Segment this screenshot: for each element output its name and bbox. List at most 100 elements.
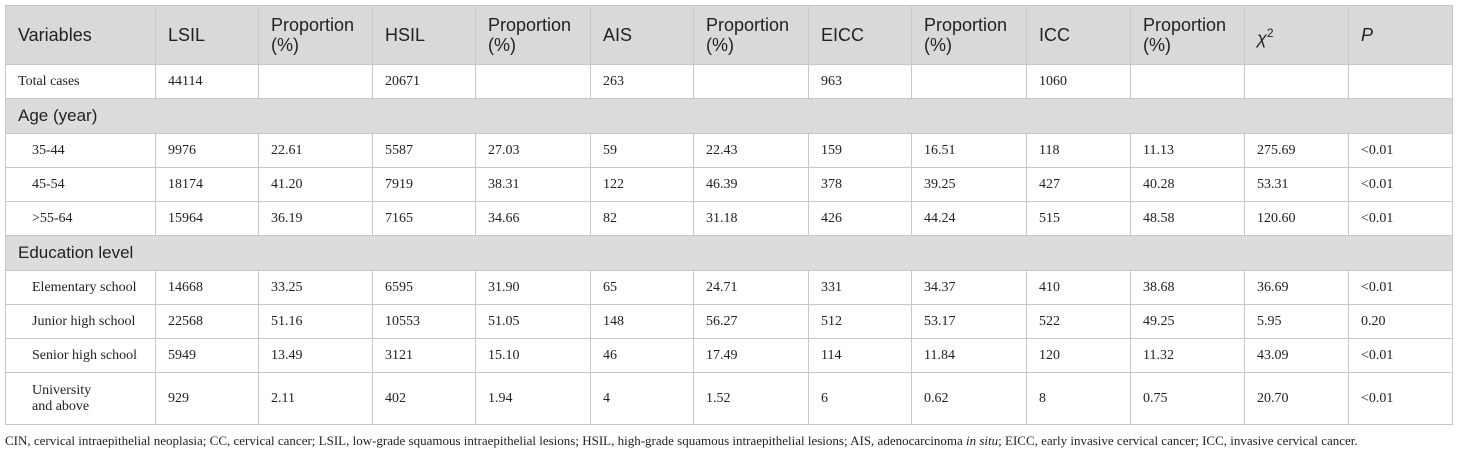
- table-row: Elementary school 14668 33.25 6595 31.90 65 24…: [5, 270, 1453, 305]
- cell-text: 0.75: [1143, 390, 1168, 406]
- cell-text: 51.16: [271, 313, 303, 329]
- table-cell: 16.51: [911, 133, 1027, 168]
- header-text: P: [1361, 25, 1374, 45]
- cell-text: 275.69: [1257, 142, 1296, 158]
- table-cell: 31.18: [693, 201, 809, 236]
- table-cell: 148: [590, 304, 694, 339]
- table-cell: 14668: [155, 270, 259, 305]
- table-row: Junior high school 22568 51.16 10553 51.05 14…: [5, 304, 1453, 339]
- header-symbol: χ: [1257, 27, 1267, 48]
- cell-text: 35-44: [32, 142, 65, 158]
- header-text: AIS: [603, 25, 633, 45]
- table-cell: <0.01: [1348, 201, 1453, 236]
- cell-text: 48.58: [1143, 210, 1175, 226]
- table-cell: Junior high school: [5, 304, 156, 339]
- cell-text: 122: [603, 176, 624, 192]
- table-cell: 17.49: [693, 338, 809, 373]
- cell-text: Elementary school: [32, 279, 137, 295]
- cell-text: 148: [603, 313, 624, 329]
- table-cell: 402: [372, 372, 476, 425]
- table-cell: <0.01: [1348, 167, 1453, 202]
- cell-text: 44114: [168, 73, 203, 89]
- table-cell: 11.13: [1130, 133, 1245, 168]
- cell-text: 51.05: [488, 313, 520, 329]
- table-cell: 929: [155, 372, 259, 425]
- section-cell: Age (year): [5, 98, 1453, 134]
- footnote: CIN, cervical intraepithelial neoplasia;…: [5, 433, 1358, 449]
- cell-text: 31.90: [488, 279, 520, 295]
- table-cell: 7919: [372, 167, 476, 202]
- table-cell: 27.03: [475, 133, 591, 168]
- cell-text: 22.43: [706, 142, 738, 158]
- cell-text: 402: [385, 390, 406, 406]
- table-cell: 41.20: [258, 167, 373, 202]
- cell-text: 2.11: [271, 390, 295, 406]
- header-cell: χ2: [1244, 5, 1349, 65]
- table-cell: 33.25: [258, 270, 373, 305]
- table-cell: 40.28: [1130, 167, 1245, 202]
- cell-text: 6595: [385, 279, 413, 295]
- cell-text: 5949: [168, 347, 196, 363]
- table-cell: 118: [1026, 133, 1131, 168]
- table-cell: 0.75: [1130, 372, 1245, 425]
- header-text: Proportion (%): [271, 15, 355, 55]
- table-cell: 11.32: [1130, 338, 1245, 373]
- table-cell: 45-54: [5, 167, 156, 202]
- cell-text: 31.18: [706, 210, 738, 226]
- cell-text: >55-64: [32, 210, 73, 226]
- table-cell: Elementary school: [5, 270, 156, 305]
- cell-text: 34.66: [488, 210, 520, 226]
- cell-text: 46: [603, 347, 617, 363]
- table-cell: 35-44: [5, 133, 156, 168]
- table-cell: 48.58: [1130, 201, 1245, 236]
- cell-text: 1.52: [706, 390, 731, 406]
- header-cell: EICC: [808, 5, 912, 65]
- table-cell: 39.25: [911, 167, 1027, 202]
- cell-text: 8: [1039, 390, 1046, 406]
- table-cell: 56.27: [693, 304, 809, 339]
- table-cell: 44.24: [911, 201, 1027, 236]
- table-cell: 426: [808, 201, 912, 236]
- footnote-text: ; EICC, early invasive cervical cancer; …: [998, 433, 1358, 448]
- table-cell: >55-64: [5, 201, 156, 236]
- table-cell: 5587: [372, 133, 476, 168]
- table-cell: 120.60: [1244, 201, 1349, 236]
- header-text: Proportion (%): [924, 15, 1008, 55]
- table-cell: 1060: [1026, 64, 1131, 99]
- table-cell: 114: [808, 338, 912, 373]
- table-cell: 3121: [372, 338, 476, 373]
- cell-text: 44.24: [924, 210, 956, 226]
- cell-text: 263: [603, 73, 624, 89]
- table-cell: <0.01: [1348, 338, 1453, 373]
- header-cell: P: [1348, 5, 1453, 65]
- cell-text: 39.25: [924, 176, 956, 192]
- table-cell: [1244, 64, 1349, 99]
- table-cell: 5949: [155, 338, 259, 373]
- cell-text: 14668: [168, 279, 203, 295]
- table-cell: 18174: [155, 167, 259, 202]
- table-cell: 49.25: [1130, 304, 1245, 339]
- cell-text: 45-54: [32, 176, 65, 192]
- section-cell: Education level: [5, 235, 1453, 271]
- table-cell: University and above: [5, 372, 156, 425]
- table-cell: 59: [590, 133, 694, 168]
- section-row: Age (year): [5, 98, 1453, 134]
- cell-text: 7919: [385, 176, 413, 192]
- table-cell: 53.17: [911, 304, 1027, 339]
- table-cell: 10553: [372, 304, 476, 339]
- table-cell: 512: [808, 304, 912, 339]
- cell-text: 22568: [168, 313, 203, 329]
- table-cell: 0.20: [1348, 304, 1453, 339]
- table-row: 35-44 9976 22.61 5587 27.03 59 22.43 159 16.51 11…: [5, 133, 1453, 168]
- cell-text: University and above: [32, 382, 92, 414]
- table-cell: 82: [590, 201, 694, 236]
- cell-text: 40.28: [1143, 176, 1175, 192]
- cell-text: 120: [1039, 347, 1060, 363]
- table-cell: 427: [1026, 167, 1131, 202]
- header-cell: Proportion (%): [258, 5, 373, 65]
- cell-text: <0.01: [1361, 347, 1394, 363]
- cell-text: 159: [821, 142, 842, 158]
- header-text: Variables: [18, 25, 92, 45]
- footnote-text: CIN, cervical intraepithelial neoplasia;…: [5, 433, 966, 448]
